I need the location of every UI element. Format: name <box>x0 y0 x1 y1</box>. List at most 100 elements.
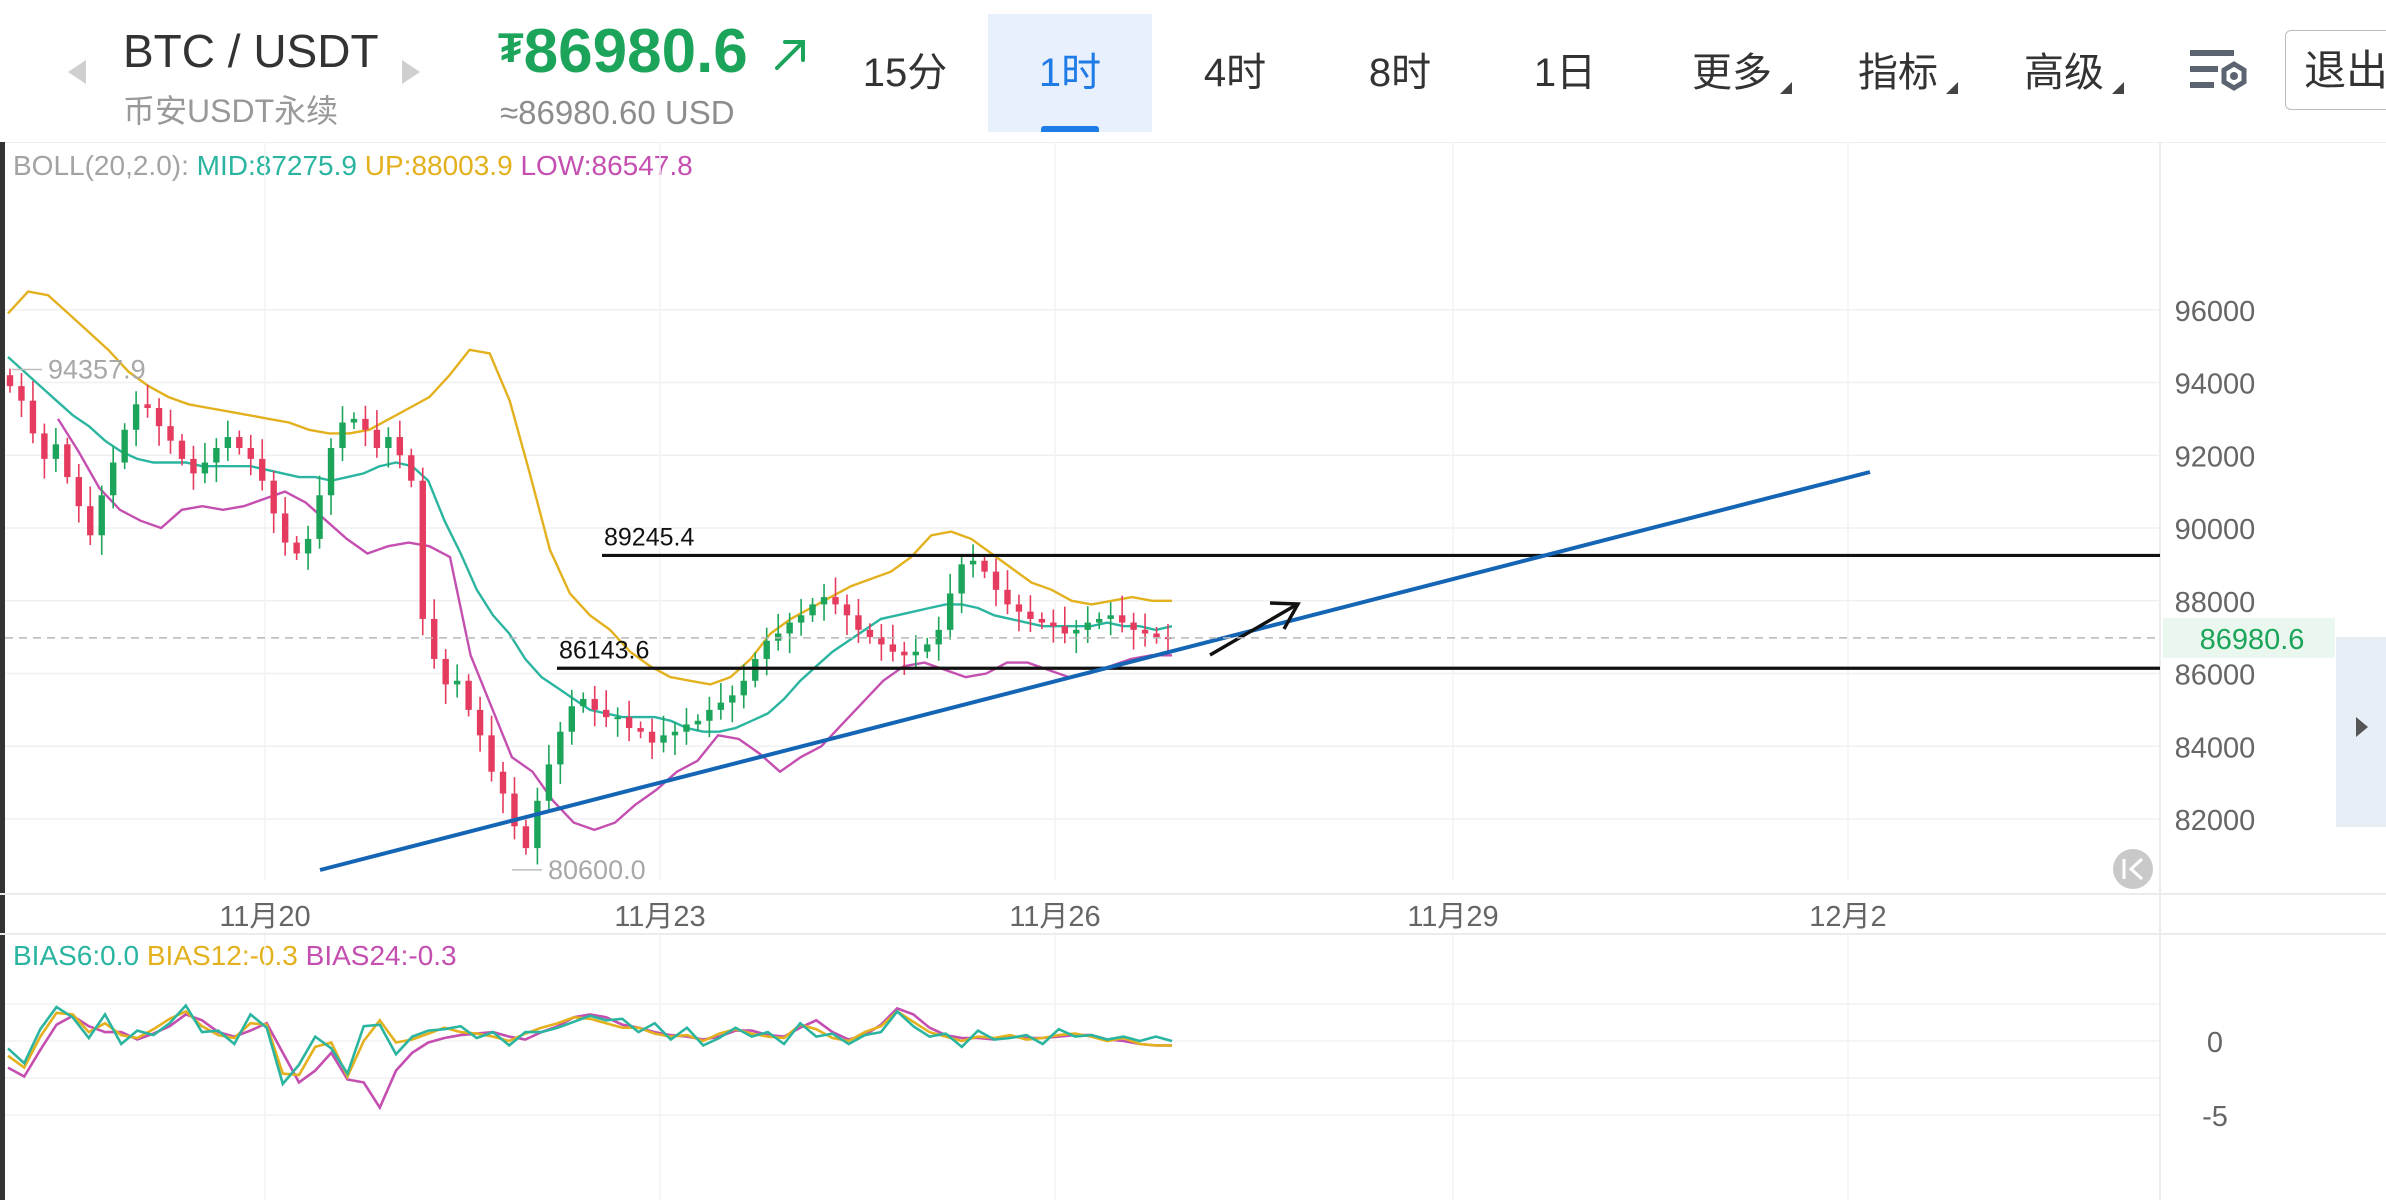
candle-body <box>901 651 908 656</box>
exit-button[interactable]: 退出 <box>2285 30 2386 110</box>
candle-body <box>522 826 530 849</box>
candle-body <box>1118 615 1126 623</box>
boll-lower-line <box>56 418 1172 832</box>
bias-tick-label: -5 <box>2202 1101 2228 1133</box>
tether-symbol: ₮ <box>498 24 524 71</box>
bias-lines <box>7 1003 1173 1111</box>
candle-body <box>763 640 770 659</box>
menu-indicators[interactable]: 指标 <box>1816 14 1980 132</box>
tab-1h[interactable]: 1时 <box>988 14 1152 132</box>
candle-body <box>1027 611 1034 619</box>
candle-body <box>362 418 369 430</box>
candle-body <box>144 404 151 408</box>
candle-body <box>41 433 48 459</box>
current-price-label: 86980.6 <box>2200 624 2305 656</box>
candle-body <box>488 735 495 772</box>
menu-label: 高级 <box>2024 51 2104 95</box>
candlesticks <box>6 368 1172 865</box>
candle-body <box>889 644 897 652</box>
candle-body <box>1050 622 1057 627</box>
tab-label: 1日 <box>1533 51 1597 95</box>
x-tick-label: 11月23 <box>614 901 705 932</box>
y-tick-label: 84000 <box>2175 732 2256 764</box>
candle-body <box>637 728 644 732</box>
expand-axis-handle[interactable] <box>2336 637 2386 827</box>
chevron-right-icon[interactable] <box>402 60 420 84</box>
candle-body <box>797 615 805 623</box>
candle-body <box>1004 589 1011 605</box>
candle-body <box>1153 633 1160 638</box>
candle-body <box>1130 622 1137 630</box>
dropdown-arrow-icon <box>2112 82 2124 94</box>
bias-chart[interactable]: 0 -5 <box>0 932 2386 1200</box>
candle-body <box>660 735 667 743</box>
chevron-left-icon[interactable] <box>68 60 86 84</box>
bias24: BIAS24:-0.3 <box>305 940 457 971</box>
tab-15m[interactable]: 15分 <box>823 14 987 132</box>
y-tick-label: 92000 <box>2175 441 2256 473</box>
price-levels[interactable]: 89245.4 86143.6 94357.9 80600.0 <box>12 354 2160 889</box>
boll-legend[interactable]: BOLL(20,2.0): MID:87275.9 UP:88003.9 LOW… <box>13 150 693 182</box>
boll-up: UP:88003.9 <box>364 150 513 181</box>
market-subtitle: 币安USDT永续 <box>123 93 339 129</box>
window-edge <box>0 142 5 1200</box>
low-marker-label: 80600.0 <box>548 855 646 885</box>
candle-body <box>201 462 209 474</box>
chevron-right-icon <box>2356 717 2368 737</box>
candle-body <box>236 437 243 448</box>
y-tick-label: 96000 <box>2175 296 2256 328</box>
candle-body <box>614 717 621 720</box>
y-tick-label: 88000 <box>2175 587 2256 619</box>
boll-upper-line <box>7 290 1172 686</box>
x-tick-label: 11月29 <box>1407 901 1498 932</box>
arrow-head-icon <box>1269 601 1301 630</box>
candle-body <box>281 513 289 543</box>
candle-body <box>545 764 553 801</box>
price-value: 86980.6 <box>523 17 748 86</box>
candle-body <box>121 429 128 463</box>
candle-body <box>396 437 404 456</box>
dropdown-arrow-icon <box>1780 82 1792 94</box>
candle-body <box>476 709 484 736</box>
price-axis: 82000 84000 86000 88000 90000 92000 94000 96000… <box>5 296 2335 837</box>
candle-body <box>87 506 94 536</box>
candle-body <box>511 793 518 827</box>
bias-line <box>7 1003 1173 1087</box>
candle-body <box>924 644 931 652</box>
candle-body <box>224 437 232 448</box>
candle-body <box>946 593 954 630</box>
candle-body <box>442 658 449 685</box>
tab-4h[interactable]: 4时 <box>1153 14 1317 132</box>
candle-body <box>969 560 977 565</box>
bias-legend[interactable]: BIAS6:0.0 BIAS12:-0.3 BIAS24:-0.3 <box>13 940 457 972</box>
candle-body <box>293 542 300 554</box>
candle-body <box>499 771 507 794</box>
candle-body <box>832 597 839 605</box>
candle-body <box>580 698 587 707</box>
menu-label: 更多 <box>1692 51 1772 95</box>
menu-more[interactable]: 更多 <box>1650 14 1814 132</box>
tab-8h[interactable]: 8时 <box>1318 14 1482 132</box>
menu-advanced[interactable]: 高级 <box>1982 14 2146 132</box>
y-tick-label: 86000 <box>2175 660 2256 692</box>
symbol-title[interactable]: BTC / USDT <box>123 25 379 77</box>
bias-tick-label: 0 <box>2207 1027 2223 1059</box>
candle-body <box>339 422 346 448</box>
candle-body <box>1107 615 1114 619</box>
top-toolbar: BTC / USDT 币安USDT永续 ₮86980.6 ≈86980.60 U… <box>0 0 2386 143</box>
x-tick-label: 11月26 <box>1009 901 1100 932</box>
candle-body <box>304 538 312 554</box>
candle-body <box>259 458 266 481</box>
tab-1d[interactable]: 1日 <box>1483 14 1647 132</box>
boll-label: BOLL(20,2.0): <box>13 150 189 181</box>
chart-settings-icon[interactable] <box>2188 46 2250 98</box>
candle-body <box>247 447 254 459</box>
candle-body <box>408 455 415 481</box>
bias12: BIAS12:-0.3 <box>146 940 298 971</box>
boll-mid-line <box>7 356 1173 733</box>
candle-body <box>431 618 438 659</box>
exit-label: 退出 <box>2304 47 2386 94</box>
candle-body <box>385 437 392 448</box>
bias-axis: 0 -5 <box>2202 1027 2228 1133</box>
